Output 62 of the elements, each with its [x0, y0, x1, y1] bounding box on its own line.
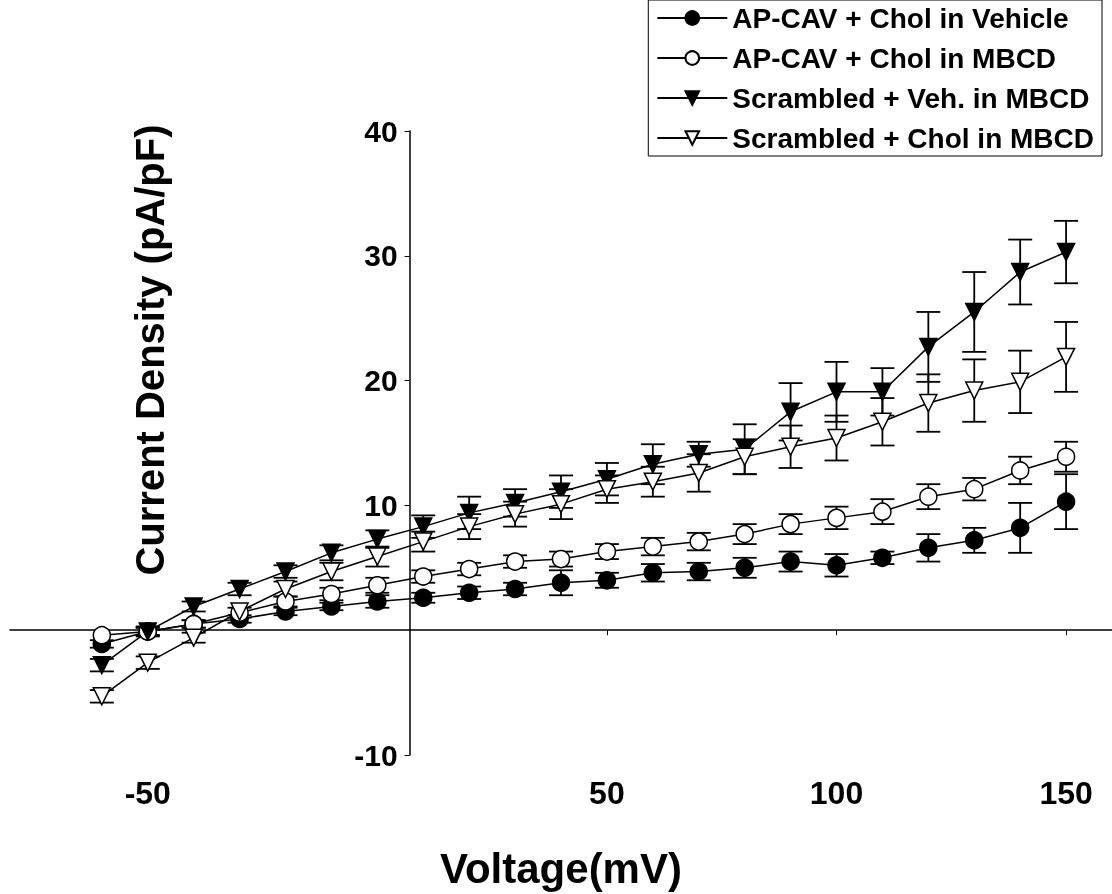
point: [643, 472, 663, 491]
point: [919, 393, 938, 413]
point: [735, 447, 754, 466]
point: [919, 538, 938, 558]
point: [322, 584, 341, 604]
point: [827, 382, 846, 402]
point: [597, 479, 617, 499]
point: [368, 592, 387, 611]
point: [1010, 372, 1030, 392]
legend-label: AP-CAV + Chol in MBCD: [732, 42, 1057, 74]
point: [276, 579, 295, 599]
y-tick-label: 30: [364, 239, 398, 273]
point: [92, 625, 112, 645]
point: [965, 531, 984, 550]
point: [643, 454, 663, 474]
point: [459, 583, 479, 603]
point: [873, 548, 892, 568]
point: [919, 487, 938, 506]
point: [873, 502, 892, 521]
point: [1056, 492, 1076, 511]
point: [919, 337, 938, 357]
y-tick-label: 40: [364, 114, 398, 148]
y-axis-title: Current Density (pA/pF): [128, 124, 172, 576]
point: [1056, 347, 1076, 367]
y-tick-label: 20: [364, 364, 398, 398]
point: [873, 412, 892, 432]
point: [1010, 518, 1030, 538]
x-axis-title: Voltage(mV): [440, 844, 682, 892]
point: [781, 402, 800, 422]
y-tick-label: -10: [354, 738, 398, 772]
point: [965, 302, 984, 322]
legend-label: AP-CAV + Chol in Vehicle: [732, 2, 1069, 34]
point: [827, 428, 846, 448]
point: [414, 567, 433, 586]
point: [184, 628, 203, 647]
point: [92, 687, 112, 706]
legend-label: Scrambled + Veh. in MBCD: [732, 82, 1090, 114]
point: [1056, 447, 1076, 466]
point: [138, 653, 157, 672]
point: [689, 463, 708, 483]
point: [965, 381, 984, 400]
point: [1056, 242, 1076, 262]
point: [230, 579, 249, 599]
point: [873, 382, 892, 402]
legend-label: Scrambled + Chol in MBCD: [732, 122, 1094, 154]
point: [781, 437, 800, 456]
y-tick-label: 10: [364, 488, 398, 522]
point: [1010, 461, 1030, 480]
point: [322, 543, 341, 563]
point: [184, 597, 203, 616]
point: [551, 494, 571, 514]
point: [459, 559, 479, 579]
point: [1010, 262, 1030, 282]
x-tick-label: 150: [1039, 775, 1093, 811]
point: [92, 655, 112, 675]
point: [276, 592, 295, 611]
point: [368, 576, 387, 595]
point: [414, 588, 433, 607]
x-tick-label: 100: [809, 775, 864, 811]
x-tick-label: -50: [124, 775, 171, 811]
x-tick-label: 50: [589, 775, 625, 811]
point: [276, 562, 295, 581]
